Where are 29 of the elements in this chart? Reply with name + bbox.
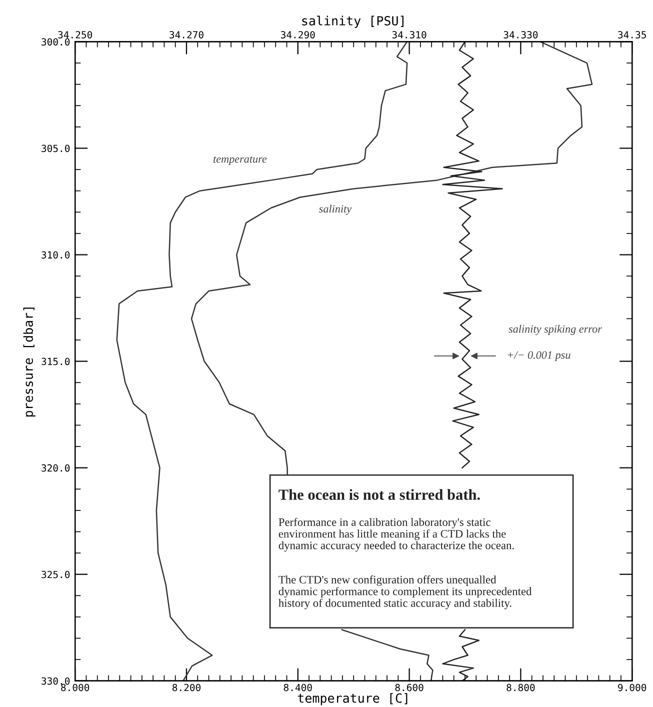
y-tick-label: 305.0 [42, 144, 70, 152]
y-tick-label: 315.0 [42, 358, 70, 366]
y-tick-label: 300.0 [42, 38, 70, 46]
y-axis-title: pressure [dbar] [23, 308, 36, 417]
y-tick-label: 330.0 [42, 677, 70, 685]
x-tick-label: 9.000 [618, 684, 646, 692]
annotation: salinity spiking error [508, 324, 602, 336]
x-tick-label: 8.600 [395, 684, 424, 692]
y-tick-label: 310.0 [42, 251, 70, 259]
annotation: +/− 0.001 psu [508, 351, 570, 361]
x2-tick-label: 34.35 [618, 31, 646, 38]
x2-tick-label: 34.330 [504, 31, 538, 38]
y-tick-label: 325.0 [42, 570, 70, 578]
x-axis-title: temperature [C] [298, 693, 408, 706]
x2-tick-label: 34.310 [392, 31, 426, 38]
x2-tick-label: 34.270 [170, 31, 204, 38]
annotation: Performance in a calibration laboratory's static environment has little meaning if a CTD lacks the dynamic accuracy needed to characterize the ocean. [278, 518, 514, 552]
x-tick-label: 8.200 [172, 684, 200, 692]
annotation: The ocean is not a stirred bath. [278, 489, 480, 500]
x-tick-label: 8.400 [284, 684, 312, 692]
x-tick-label: 8.800 [506, 684, 535, 692]
x2-tick-label: 34.290 [280, 31, 315, 38]
annotation: salinity [318, 204, 352, 215]
y-tick-label: 320.0 [42, 464, 70, 472]
annotation: temperature [214, 156, 267, 165]
x2-tick-label: 34.250 [58, 31, 92, 38]
x2-axis-title: salinity [PSU] [302, 16, 404, 28]
annotation: The CTD's new configuration offers unequalled dynamic performance to complement its unprecedented history of documented static accuracy and stability. [278, 575, 532, 610]
x-tick-label: 8.000 [61, 684, 90, 692]
